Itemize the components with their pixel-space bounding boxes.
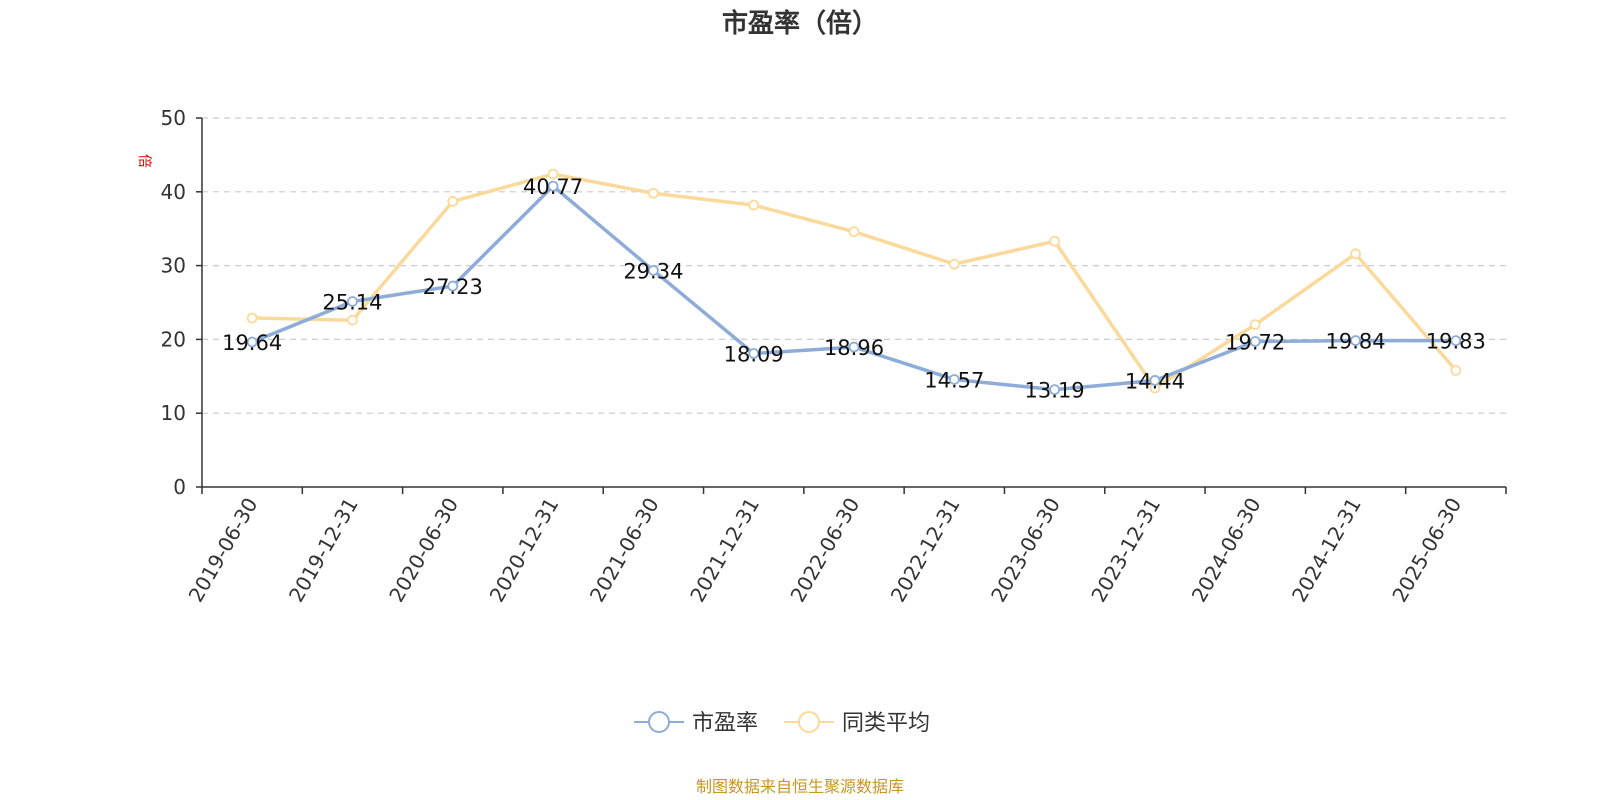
y-tick-label: 40	[161, 180, 186, 204]
data-point[interactable]	[1149, 375, 1161, 386]
x-tick-label: 2024-06-30	[1187, 494, 1266, 607]
data-point[interactable]	[347, 314, 358, 326]
x-tick-label: 2022-06-30	[785, 494, 864, 607]
data-label: 19.83	[1426, 330, 1486, 354]
data-point[interactable]	[246, 336, 258, 348]
y-axis-unit-label: 倍	[136, 154, 152, 168]
data-point[interactable]	[1450, 364, 1462, 376]
data-point[interactable]	[647, 187, 659, 199]
data-label: 40.77	[523, 175, 583, 199]
x-tick-label: 2020-06-30	[384, 494, 463, 607]
data-point[interactable]	[748, 199, 760, 211]
data-point[interactable]	[1350, 335, 1361, 346]
data-point[interactable]	[547, 180, 559, 192]
data-label: 13.19	[1025, 379, 1085, 403]
data-label: 18.96	[824, 336, 884, 360]
x-tick-label: 2019-12-31	[284, 494, 363, 607]
data-point[interactable]	[948, 374, 960, 385]
series-1	[246, 168, 1462, 394]
y-tick-label: 20	[161, 327, 186, 351]
data-point[interactable]	[1249, 319, 1261, 331]
x-tick-label: 2021-12-31	[685, 494, 764, 607]
data-point[interactable]	[1049, 235, 1061, 247]
chart-title: 市盈率（倍）	[722, 8, 878, 39]
grid-lines	[202, 117, 1506, 414]
data-labels: 19.64 25.14 27.23 40.77 29.34 18.09 18.96 14.57…	[222, 175, 1486, 403]
y-tick-label: 10	[161, 401, 186, 425]
legend-label: 同类平均	[842, 711, 930, 736]
data-label: 29.34	[623, 259, 683, 283]
data-label: 19.72	[1225, 330, 1285, 354]
series-0	[246, 180, 1462, 396]
data-label: 19.84	[1325, 330, 1385, 354]
y-tick-label: 0	[173, 475, 186, 499]
y-tick-label: 30	[161, 254, 186, 278]
data-label: 14.57	[924, 368, 984, 392]
data-label: 25.14	[322, 290, 382, 314]
data-label: 27.23	[423, 275, 483, 299]
x-tick-label: 2022-12-31	[886, 493, 965, 606]
legend-marker	[648, 711, 670, 733]
data-point[interactable]	[1049, 384, 1061, 396]
data-label: 18.09	[724, 342, 784, 366]
x-tick-label: 2023-06-30	[986, 494, 1065, 607]
x-tick-label: 2025-06-30	[1387, 494, 1466, 607]
data-point[interactable]	[347, 296, 358, 307]
data-point[interactable]	[848, 226, 860, 238]
data-point[interactable]	[1450, 335, 1462, 347]
data-point[interactable]	[1249, 336, 1261, 347]
data-point[interactable]	[1350, 248, 1361, 260]
data-point[interactable]	[547, 168, 559, 180]
legend-marker	[798, 711, 820, 733]
x-tick-label: 2021-06-30	[585, 494, 664, 607]
x-tick-label: 2024-12-31	[1287, 494, 1366, 607]
data-label: 14.44	[1125, 369, 1185, 393]
x-tick-label: 2019-06-30	[184, 494, 263, 607]
data-point[interactable]	[647, 265, 659, 276]
source-note: 制图数据来自恒生聚源数据库	[696, 777, 904, 796]
legend-item-1[interactable]: 同类平均	[784, 711, 930, 736]
data-point[interactable]	[447, 195, 459, 207]
data-point[interactable]	[246, 312, 258, 324]
series-layer	[246, 168, 1462, 396]
legend-item-0[interactable]: 市盈率	[634, 711, 758, 736]
data-point[interactable]	[848, 341, 860, 353]
data-point[interactable]	[948, 258, 960, 270]
y-tick-label: 50	[161, 106, 186, 130]
data-point[interactable]	[447, 280, 459, 292]
data-label: 19.64	[222, 331, 282, 355]
data-point[interactable]	[748, 348, 760, 359]
legend[interactable]: 市盈率 同类平均	[634, 711, 930, 736]
x-tick-label: 2020-12-31	[485, 494, 564, 607]
legend-label: 市盈率	[692, 711, 758, 736]
x-tick-label: 2023-12-31	[1086, 494, 1165, 607]
